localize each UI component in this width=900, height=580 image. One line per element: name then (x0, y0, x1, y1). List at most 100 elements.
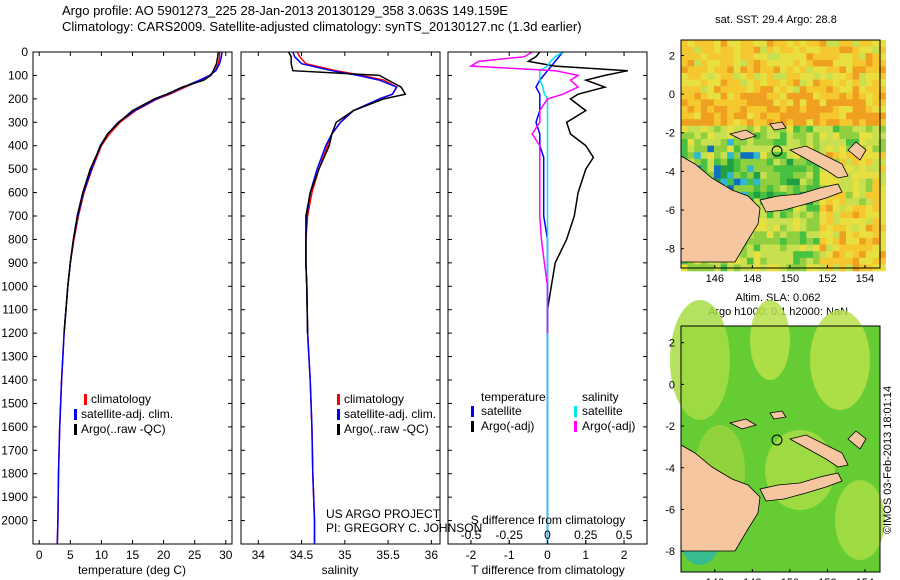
sst-cell (819, 238, 827, 245)
sst-cell (720, 165, 728, 173)
sst-cell (793, 224, 801, 232)
sst-cell (799, 53, 807, 61)
sst-cell (826, 53, 834, 61)
sst-cell (766, 152, 774, 160)
sst-cell (859, 46, 867, 54)
sst-cell (714, 66, 721, 74)
sst-cell (819, 205, 827, 212)
sst-cell (760, 251, 768, 259)
sst-cell (707, 106, 715, 113)
sst-cell (839, 79, 847, 87)
sst-cell (865, 165, 873, 173)
sla-anomaly-patch (810, 310, 870, 410)
sst-cell (846, 205, 853, 212)
sst-cell (865, 125, 873, 133)
sst-cell (846, 86, 853, 94)
sst-cell (694, 92, 702, 100)
sst-cell (799, 218, 807, 226)
sst-cell (700, 53, 708, 61)
sst-cell (813, 132, 820, 140)
map-y-tick-label: -4 (665, 463, 675, 475)
sst-cell (879, 119, 886, 127)
sst-cell (727, 165, 735, 173)
sst-cell (799, 231, 807, 239)
sst-cell (714, 172, 721, 179)
sst-cell (727, 145, 735, 153)
sst-cell (694, 158, 702, 166)
sst-cell (793, 244, 801, 252)
sst-cell (852, 86, 860, 94)
sst-cell (799, 73, 807, 80)
sst-cell (720, 99, 728, 107)
sst-cell (832, 251, 840, 259)
land-polygon (728, 129, 757, 141)
sst-cell (846, 224, 853, 232)
sst-cell (813, 53, 820, 61)
sst-cell (714, 99, 721, 107)
sst-cell (832, 106, 840, 113)
sst-cell (846, 165, 853, 173)
sst-cell (714, 145, 721, 153)
sst-cell (700, 66, 708, 74)
sst-cell (740, 251, 748, 259)
sst-cell (879, 165, 886, 173)
sst-cell (786, 152, 794, 160)
sst-cell (766, 106, 774, 113)
depth-tick-label: 1600 (1, 420, 28, 434)
sst-cell (832, 145, 840, 153)
sst-cell (832, 224, 840, 232)
sst-cell (747, 106, 754, 113)
sst-cell (839, 112, 847, 120)
sst-cell (793, 46, 801, 54)
sst-cell (839, 218, 847, 226)
sst-cell (773, 185, 781, 193)
sst-cell (865, 244, 873, 252)
sst-cell (819, 125, 827, 133)
sst-cell (793, 112, 801, 120)
sst-cell (839, 251, 847, 259)
sst-cell (760, 79, 768, 87)
map-x-tick-label: 152 (818, 577, 836, 580)
sst-cell (753, 158, 761, 166)
sst-cell (793, 172, 801, 179)
sst-cell (846, 191, 853, 199)
legend-climatology-swatch (84, 394, 87, 405)
sst-cell (852, 158, 860, 166)
sst-cell (740, 79, 748, 87)
sst-cell (832, 40, 840, 47)
sst-cell (694, 79, 702, 87)
sst-cell (839, 132, 847, 140)
sst-cell (733, 66, 741, 74)
sst-cell (813, 145, 820, 153)
sst-cell (852, 59, 860, 67)
sst-cell (733, 145, 741, 153)
pi-credit: PI: GREGORY C. JOHNSON (326, 521, 482, 535)
sst-cell (832, 257, 840, 265)
sst-cell (819, 198, 827, 206)
sst-cell (872, 198, 880, 206)
sst-cell (846, 40, 853, 47)
sst-cell (852, 40, 860, 47)
sst-cell (766, 139, 774, 146)
sst-cell (694, 46, 702, 54)
sst-cell (720, 132, 728, 140)
sla-anomaly-patch (750, 300, 790, 380)
sst-cell (813, 112, 820, 120)
temperature-x-tick-label: 10 (95, 548, 109, 562)
sst-cell (859, 119, 867, 127)
sst-cell (760, 158, 768, 166)
sla-map-frame (680, 325, 881, 573)
sst-cell (727, 92, 735, 100)
sst-cell (793, 59, 801, 67)
sla-map: Altim. SLA: 0.062 Argo h1000: 0.1 h2000:… (665, 292, 885, 580)
sst-cell (813, 178, 820, 186)
sst-cell (813, 66, 820, 74)
sst-cell (766, 40, 774, 47)
sst-cell (773, 238, 781, 245)
sst-cell (813, 172, 820, 179)
sst-cell (740, 244, 748, 252)
sst-cell (826, 224, 834, 232)
sst-cell (872, 46, 880, 54)
sst-cell (846, 244, 853, 252)
